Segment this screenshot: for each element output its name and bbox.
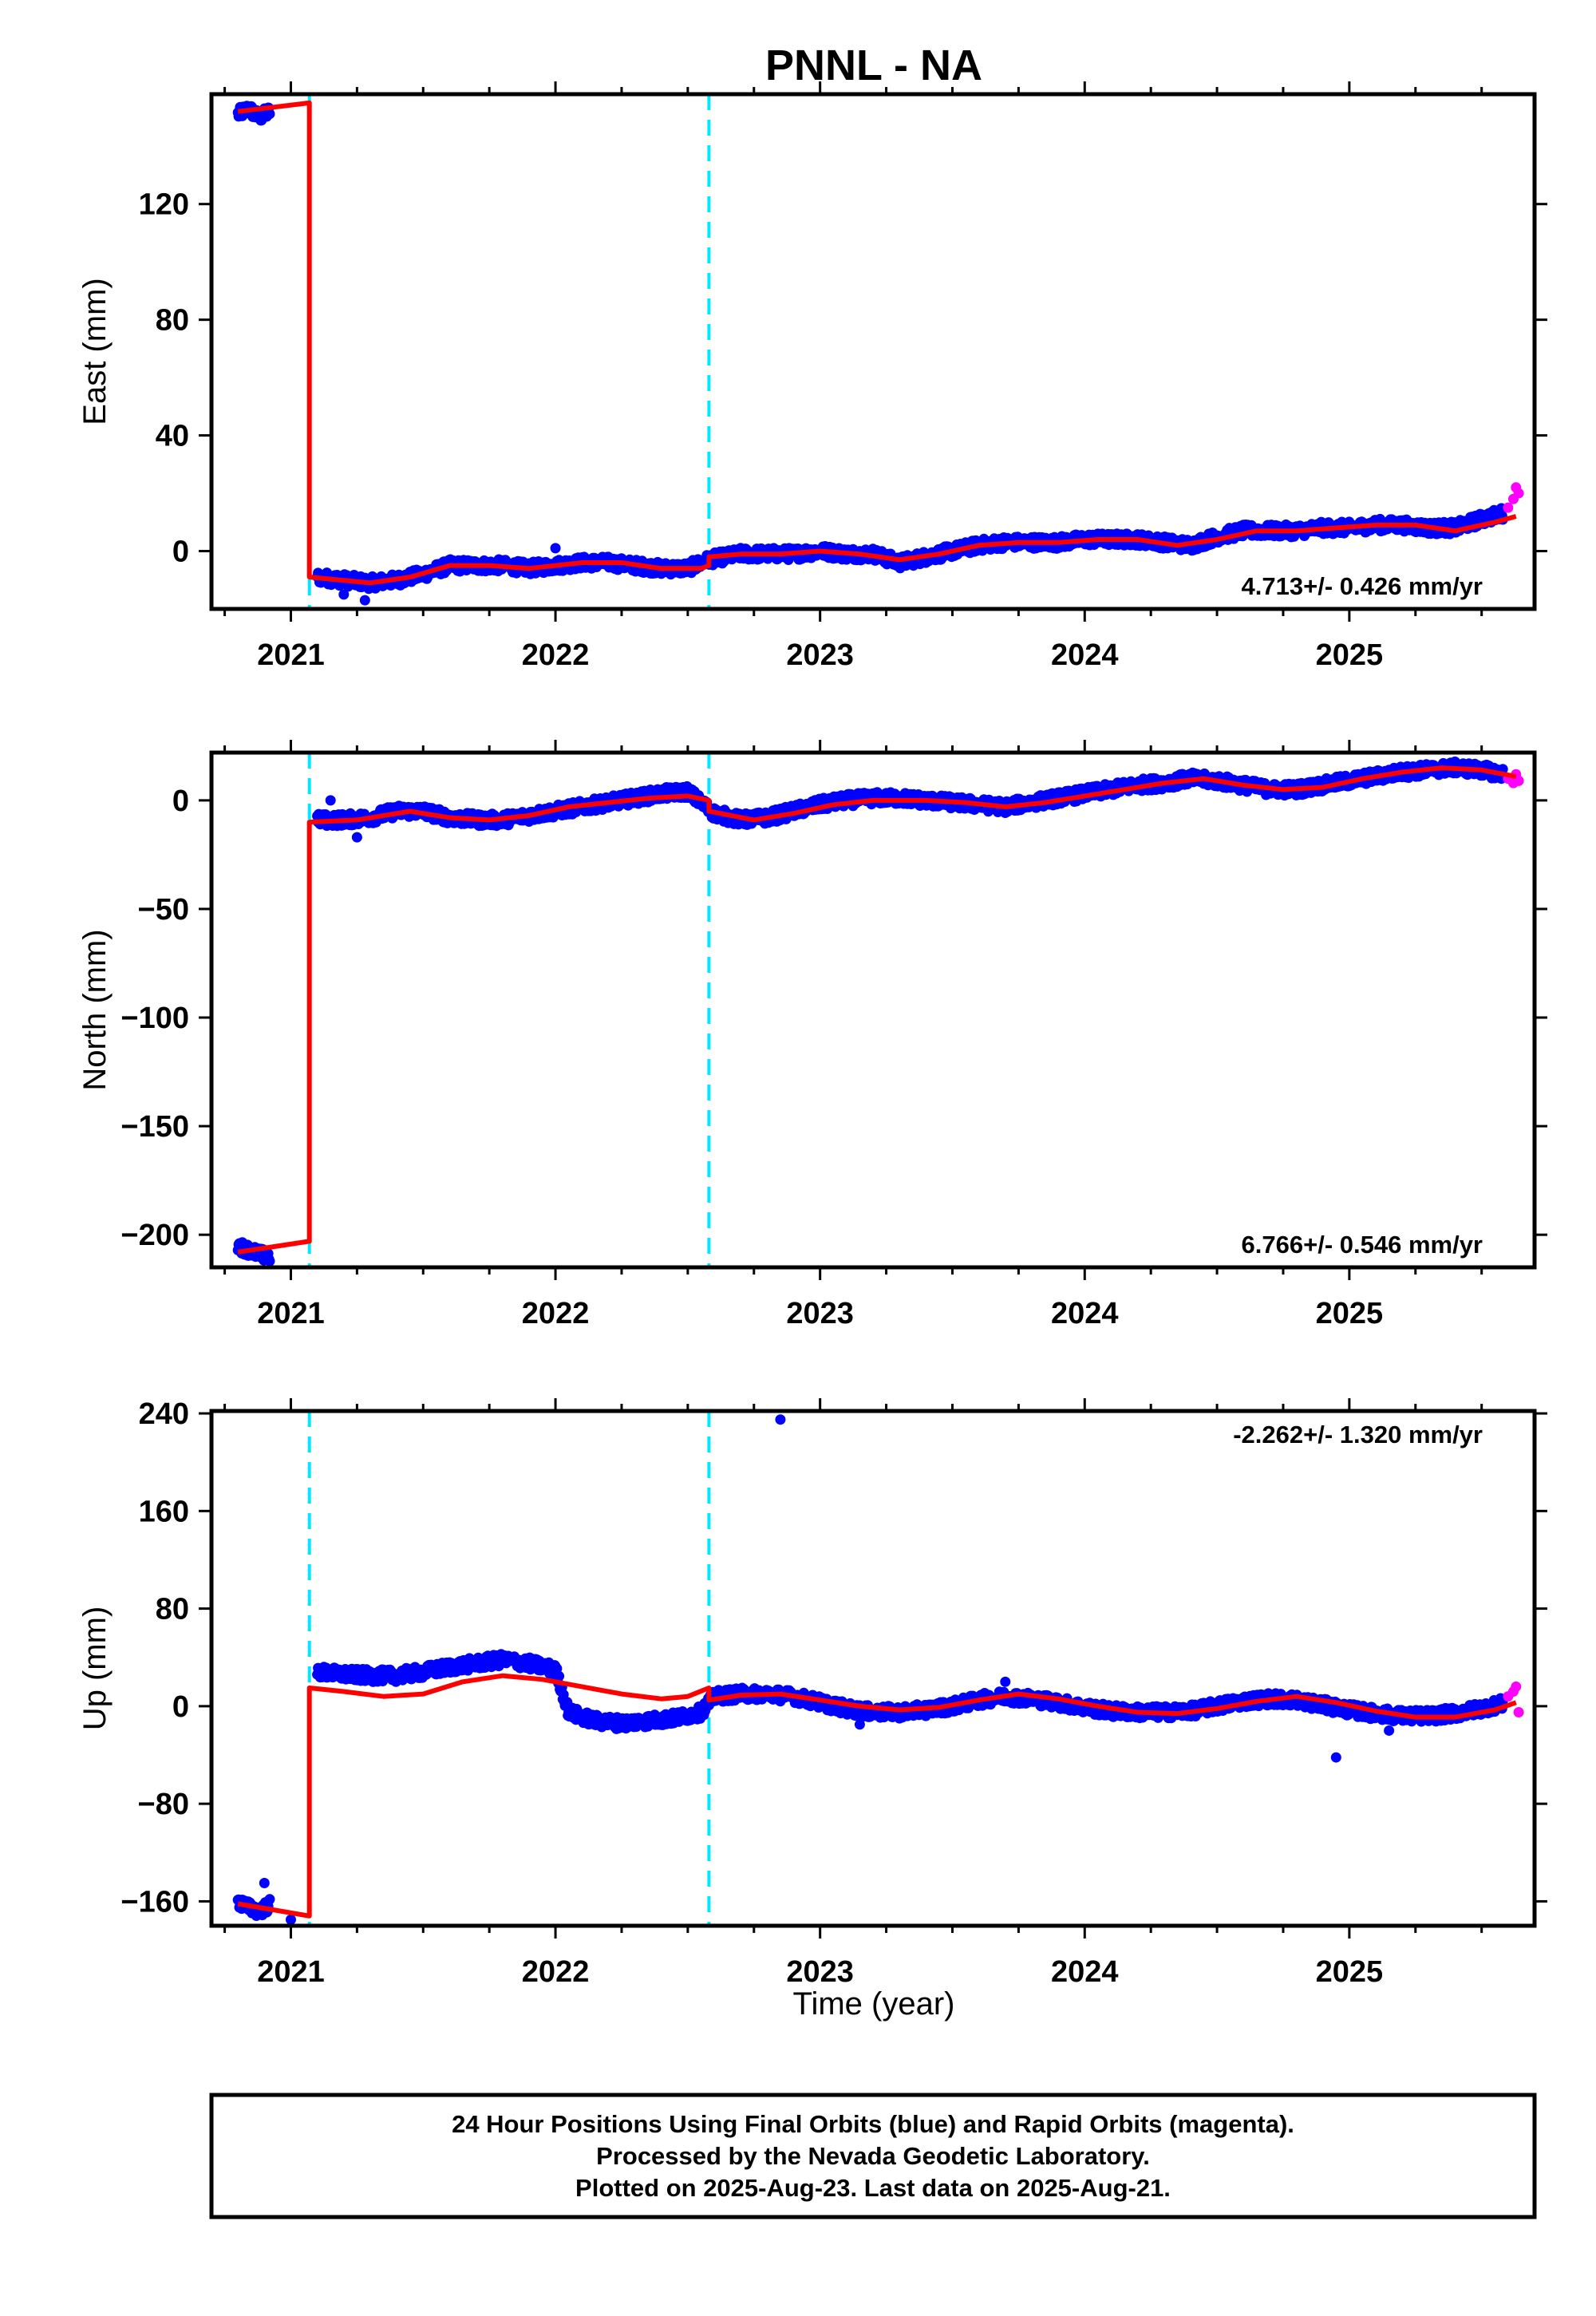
final-orbit-point (264, 109, 275, 120)
rapid-orbit-point (1513, 775, 1524, 786)
y-tick-label: −50 (138, 893, 189, 927)
panel-frame (209, 92, 1537, 611)
rapid-orbit-point (1503, 502, 1514, 513)
east-panel: 2021 2022 2023 2024 2025 0 40 80 120 East (mm) 4.7… (77, 81, 1547, 672)
final-orbit-point (264, 1894, 275, 1905)
y-tick-label: −100 (120, 1002, 189, 1035)
figure-title: PNNL - NA (765, 41, 982, 89)
x-tick-label: 2022 (522, 1297, 590, 1330)
plot-area (232, 753, 1524, 1267)
y-tick-label: 40 (156, 420, 189, 453)
x-tick-label: 2021 (257, 638, 325, 672)
model-fit-line (237, 765, 1517, 1255)
y-tick-label: −200 (120, 1219, 189, 1252)
final-orbit-point (359, 595, 370, 606)
north-panel: 2021 2022 2023 2024 2025 0 −50 −100 −150 −200 Nort… (77, 740, 1547, 1330)
x-tick-label: 2024 (1051, 1297, 1119, 1330)
x-tick-label: 2024 (1051, 638, 1119, 672)
velocity-rate: 4.713+/- 0.426 mm/yr (1242, 572, 1483, 600)
x-tick-label: 2023 (786, 638, 854, 672)
model-fit-line (237, 100, 1517, 586)
y-axis-label: East (mm) (77, 278, 113, 425)
final-orbit-point (338, 589, 350, 600)
x-tick-label: 2023 (786, 1297, 854, 1330)
plot-area (232, 1411, 1524, 1926)
velocity-rate: 6.766+/- 0.546 mm/yr (1242, 1231, 1483, 1259)
y-tick-label: 80 (156, 304, 189, 338)
y-tick-label: 0 (172, 785, 189, 818)
final-orbit-point (325, 795, 336, 806)
final-orbit-point (264, 1255, 275, 1267)
rapid-orbit-point (1513, 488, 1524, 499)
y-tick-label: 120 (139, 188, 189, 222)
y-tick-label: 0 (172, 536, 189, 569)
plot-area (232, 94, 1524, 609)
panel-frame (209, 750, 1537, 1270)
x-tick-label: 2025 (1316, 1297, 1384, 1330)
final-orbit-point (550, 543, 561, 554)
x-tick-label: 2022 (522, 638, 590, 672)
y-tick-label: −150 (120, 1110, 189, 1144)
final-orbit-point (351, 832, 362, 843)
x-tick-label: 2025 (1316, 638, 1384, 672)
y-axis-label: North (mm) (77, 929, 113, 1090)
x-tick-label: 2021 (257, 1297, 325, 1330)
